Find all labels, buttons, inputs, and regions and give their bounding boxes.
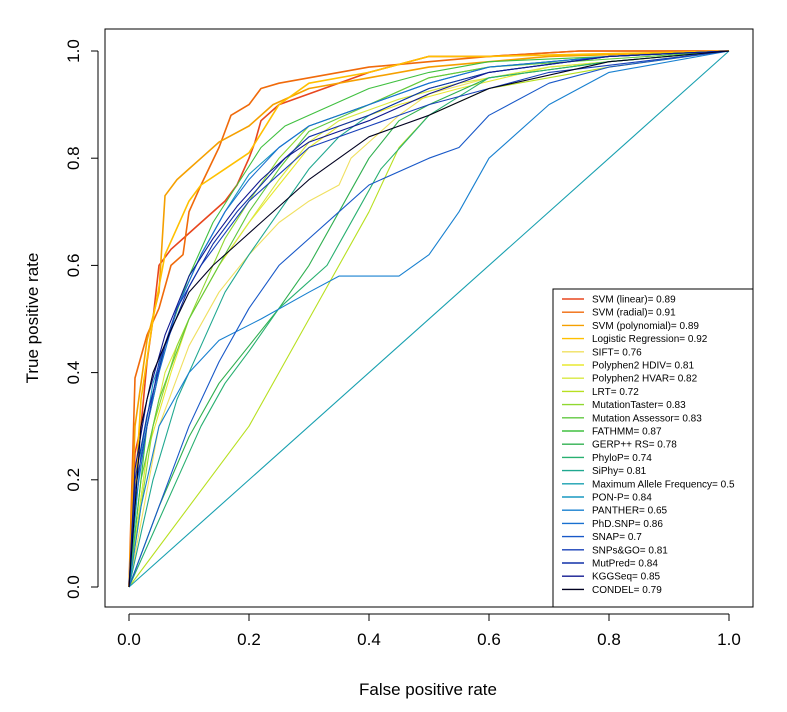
x-axis: 0.0 0.2 0.4 0.6 0.8 1.0 [117, 613, 741, 649]
x-tick-label: 0.2 [237, 630, 261, 649]
legend-entry: FATHMM= 0.87 [592, 427, 662, 438]
series-line [128, 50, 730, 588]
series-line [128, 50, 730, 588]
legend-entry: Polyphen2 HDIV= 0.81 [592, 361, 694, 372]
legend-entry: PhD.SNP= 0.86 [592, 519, 663, 530]
legend-entry: SNPs&GO= 0.81 [592, 545, 668, 556]
series-line [128, 50, 730, 588]
x-tick-label: 1.0 [717, 630, 741, 649]
legend-entry: LRT= 0.72 [592, 387, 639, 398]
series-line [128, 50, 730, 588]
legend-entry: PON-P= 0.84 [592, 493, 652, 504]
legend-entry: MutPred= 0.84 [592, 559, 658, 570]
x-tick-label: 0.4 [357, 630, 381, 649]
legend-box [552, 288, 754, 608]
legend-entry: SNAP= 0.7 [592, 532, 642, 543]
series-line [128, 50, 730, 588]
y-tick-label: 0.8 [64, 146, 83, 170]
series-line [128, 50, 730, 588]
legend-entry: CONDEL= 0.79 [592, 585, 662, 596]
legend-entry: PhyloP= 0.74 [592, 453, 652, 464]
legend-entry: PANTHER= 0.65 [592, 506, 668, 517]
legend-entry: SVM (linear)= 0.89 [592, 295, 676, 306]
legend-entry: Logistic Regression= 0.92 [592, 334, 708, 345]
legend-entry: SVM (polynomial)= 0.89 [592, 321, 699, 332]
y-axis-label: True positive rate [23, 253, 42, 384]
series-layer [128, 50, 730, 588]
series-line [128, 50, 730, 588]
x-tick-label: 0.8 [597, 630, 621, 649]
y-tick-label: 0.2 [64, 468, 83, 492]
y-tick-label: 0.4 [64, 361, 83, 385]
x-tick-label: 0.6 [477, 630, 501, 649]
legend-entry: Polyphen2 HVAR= 0.82 [592, 374, 698, 385]
x-tick-label: 0.0 [117, 630, 141, 649]
legend-entry: SiPhy= 0.81 [592, 466, 647, 477]
legend-entry: SVM (radial)= 0.91 [592, 308, 676, 319]
series-line [128, 50, 730, 588]
series-line [128, 50, 730, 588]
x-axis-label: False positive rate [359, 680, 497, 699]
legend-entry: Maximum Allele Frequency= 0.5 [592, 479, 735, 490]
legend-entry: KGGSeq= 0.85 [592, 572, 661, 583]
y-tick-label: 1.0 [64, 39, 83, 63]
series-line [128, 50, 730, 588]
series-line [128, 50, 730, 588]
legend-entry: MutationTaster= 0.83 [592, 400, 686, 411]
series-line [128, 50, 730, 588]
y-tick-label: 0.0 [64, 575, 83, 599]
series-line [128, 50, 730, 588]
legend-entry: SIFT= 0.76 [592, 347, 642, 358]
legend-entry: Mutation Assessor= 0.83 [592, 413, 702, 424]
legend-entry: GERP++ RS= 0.78 [592, 440, 677, 451]
legend: SVM (linear)= 0.89 SVM (radial)= 0.91 SVM … [552, 288, 754, 608]
y-axis: 0.0 0.2 0.4 0.6 0.8 1.0 [64, 39, 99, 599]
series-line [128, 50, 730, 588]
y-tick-label: 0.6 [64, 254, 83, 278]
series-line [128, 50, 730, 588]
